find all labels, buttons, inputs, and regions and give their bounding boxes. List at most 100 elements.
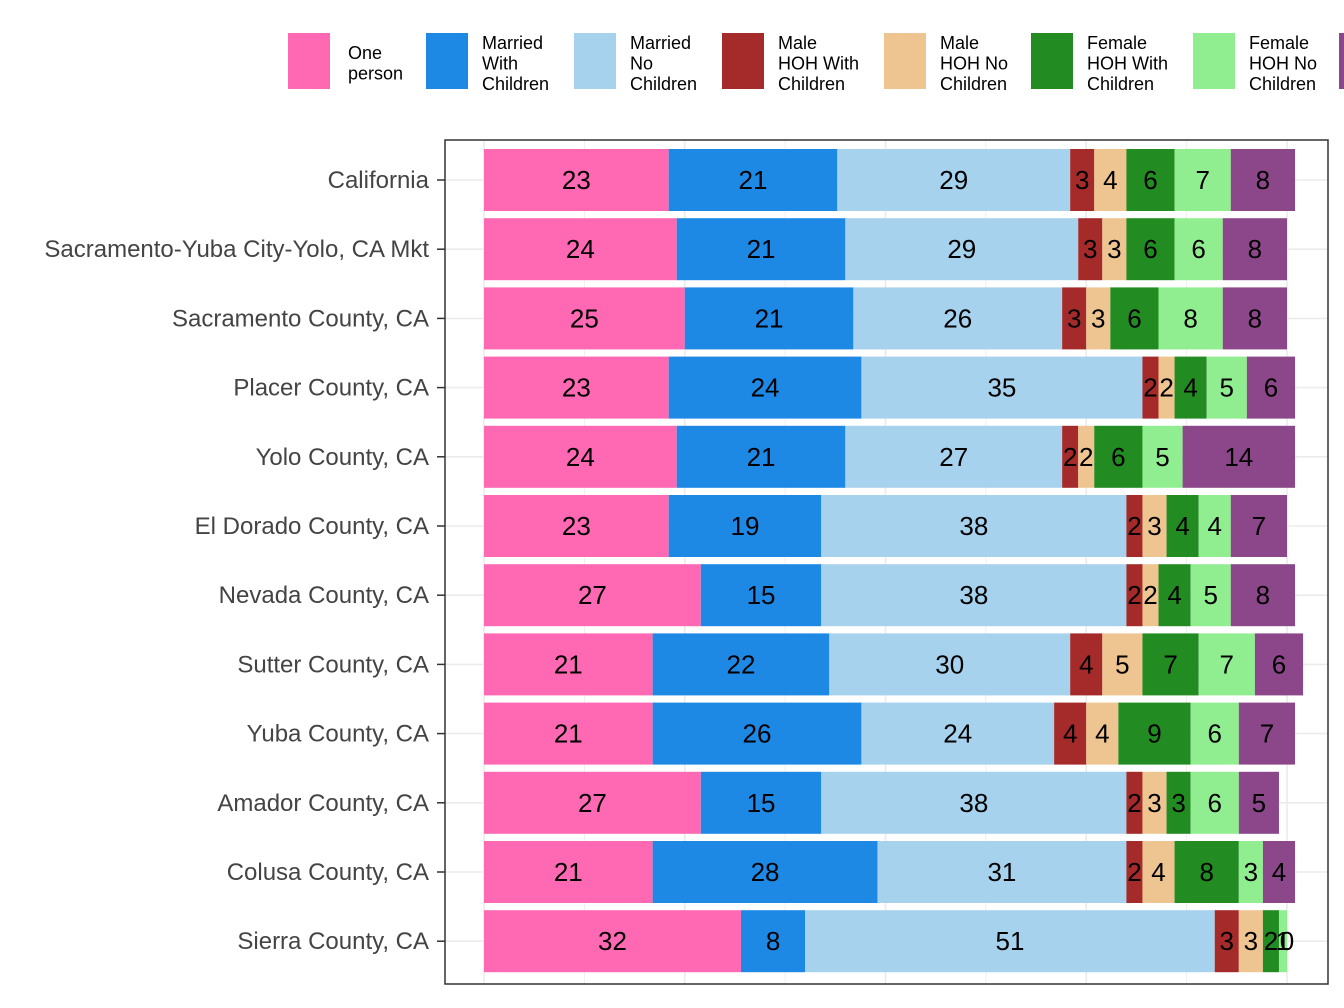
bar-value-label: 21 xyxy=(554,857,583,887)
bar-value-label: 2 xyxy=(1079,442,1093,472)
category-label: Placer County, CA xyxy=(233,375,429,402)
bar-segment-one-person xyxy=(484,287,685,350)
bar-value-label: 8 xyxy=(1199,857,1213,887)
legend-swatch xyxy=(288,33,330,89)
bar-segment-series-8 xyxy=(1222,218,1287,281)
category-label: Yuba County, CA xyxy=(247,721,429,748)
legend-label: Male HOH With Children xyxy=(778,33,859,94)
bar-value-label: 3 xyxy=(1067,303,1081,333)
bar-value-label: 27 xyxy=(939,442,968,472)
bar-segment-series-8 xyxy=(1222,287,1287,350)
bar-value-label: 6 xyxy=(1207,788,1221,818)
bar-segment-one-person xyxy=(484,633,653,696)
bar-segment-married-no-children xyxy=(821,771,1127,834)
bar-segment-series-8 xyxy=(1238,702,1296,765)
bar-value-label: 7 xyxy=(1260,719,1274,749)
bar-value-label: 2 xyxy=(1063,442,1077,472)
bar-segment-female-hoh-no-children xyxy=(1238,841,1263,903)
bar-value-label: 3 xyxy=(1171,788,1185,818)
bar-value-label: 21 xyxy=(739,165,768,195)
bar-segment-series-8 xyxy=(1230,564,1296,627)
bar-value-label: 38 xyxy=(959,788,988,818)
bar-value-label: 23 xyxy=(562,511,591,541)
bar-segment-married-no-children xyxy=(877,841,1127,903)
bar-value-label: 27 xyxy=(578,580,607,610)
bar-segment-one-person xyxy=(484,425,677,488)
bar-segment-female-hoh-no-children xyxy=(1174,149,1231,211)
bar-value-label: 7 xyxy=(1195,165,1209,195)
bar-segment-female-hoh-with-children xyxy=(1158,564,1191,627)
bar-segment-one-person xyxy=(484,218,677,281)
bar-segment-male-hoh-no-children xyxy=(1102,218,1127,281)
bar-segment-one-person xyxy=(484,910,741,973)
bar-row-el-dorado-county-ca: 23 19 38 2 3 4 4 7 xyxy=(484,495,1287,557)
legend-label: Female HOH With Children xyxy=(1087,33,1168,94)
bar-segment-male-hoh-with-children xyxy=(1062,287,1087,350)
bar-value-label: 19 xyxy=(731,511,760,541)
bar-row-sacramento-county-ca: 25 21 26 3 3 6 8 8 xyxy=(484,287,1287,350)
legend-swatch xyxy=(884,33,926,89)
bar-value-label: 9 xyxy=(1147,719,1161,749)
bar-value-label: 7 xyxy=(1220,649,1234,679)
y-axis: California Sacramento-Yuba City-Yolo, CA … xyxy=(44,167,445,955)
bar-row-colusa-county-ca: 21 28 31 2 4 8 3 4 xyxy=(484,841,1296,903)
bar-segment-married-with-children xyxy=(652,841,878,903)
bar-value-label: 1 xyxy=(1276,926,1290,956)
bar-value-label: 8 xyxy=(1248,234,1262,264)
bar-segment-male-hoh-no-children xyxy=(1142,564,1159,627)
bar-value-label: 4 xyxy=(1151,857,1165,887)
bar-segment-married-no-children xyxy=(861,356,1143,419)
bar-segment-male-hoh-with-children xyxy=(1126,771,1143,834)
legend-swatch xyxy=(574,33,616,89)
bar-value-label: 3 xyxy=(1147,788,1161,818)
legend-label: Female HOH No Children xyxy=(1249,33,1317,94)
bar-value-label: 2 xyxy=(1143,580,1157,610)
bar-segment-male-hoh-no-children xyxy=(1142,841,1175,903)
bar-value-label: 3 xyxy=(1091,303,1105,333)
bar-segment-male-hoh-with-children xyxy=(1062,425,1079,488)
legend-label: Male HOH No Children xyxy=(940,33,1008,94)
legend-item-female-hoh-no-children: Female HOH No Children xyxy=(1193,33,1317,94)
bar-segment-female-hoh-with-children xyxy=(1174,356,1207,419)
bar-value-label: 8 xyxy=(766,926,780,956)
bar-segment-male-hoh-no-children xyxy=(1086,702,1119,765)
bar-segment-one-person xyxy=(484,149,669,211)
bar-value-label: 6 xyxy=(1264,373,1278,403)
bar-segment-female-hoh-with-children xyxy=(1126,218,1175,281)
bar-value-label: 7 xyxy=(1252,511,1266,541)
legend-swatch xyxy=(1031,33,1073,89)
bar-value-label: 5 xyxy=(1220,373,1234,403)
bar-value-label: 2 xyxy=(1143,373,1157,403)
bar-row-sacramento-yuba-city-yolo-ca-mkt: 24 21 29 3 3 6 6 8 xyxy=(484,218,1287,281)
bar-value-label: 24 xyxy=(566,234,595,264)
bar-value-label: 15 xyxy=(747,580,776,610)
bar-value-label: 4 xyxy=(1272,857,1286,887)
bar-segment-one-person xyxy=(484,356,669,419)
bar-segment-male-hoh-no-children xyxy=(1238,910,1263,973)
bar-segment-female-hoh-no-children xyxy=(1278,910,1287,973)
bar-value-label: 3 xyxy=(1147,511,1161,541)
bar-segment-series-8 xyxy=(1230,495,1287,557)
bar-value-label: 21 xyxy=(755,303,784,333)
bar-segment-married-no-children xyxy=(821,564,1127,627)
bar-value-label: 6 xyxy=(1191,234,1205,264)
bar-value-label: 2 xyxy=(1127,857,1141,887)
bar-segment-married-no-children xyxy=(829,633,1071,696)
bar-value-label: 6 xyxy=(1111,442,1125,472)
bar-value-label: 30 xyxy=(935,649,964,679)
bar-value-label: 4 xyxy=(1103,165,1117,195)
legend-item-married-with-children: Married With Children xyxy=(426,33,549,94)
bar-value-label: 38 xyxy=(959,511,988,541)
bar-segment-male-hoh-no-children xyxy=(1158,356,1175,419)
bar-row-sierra-county-ca: 32 8 51 3 3 210 xyxy=(484,910,1294,973)
bar-segment-female-hoh-with-children xyxy=(1126,149,1175,211)
bar-value-label: 26 xyxy=(743,719,772,749)
bar-row-amador-county-ca: 27 15 38 2 3 3 6 5 xyxy=(484,771,1279,834)
bar-value-label: 3 xyxy=(1083,234,1097,264)
bar-value-label: 21 xyxy=(747,442,776,472)
bar-value-label: 15 xyxy=(747,788,776,818)
bar-segment-female-hoh-no-children xyxy=(1206,356,1247,419)
bar-segment-one-person xyxy=(484,495,669,557)
bar-value-label: 4 xyxy=(1063,719,1077,749)
bar-value-label: 27 xyxy=(578,788,607,818)
